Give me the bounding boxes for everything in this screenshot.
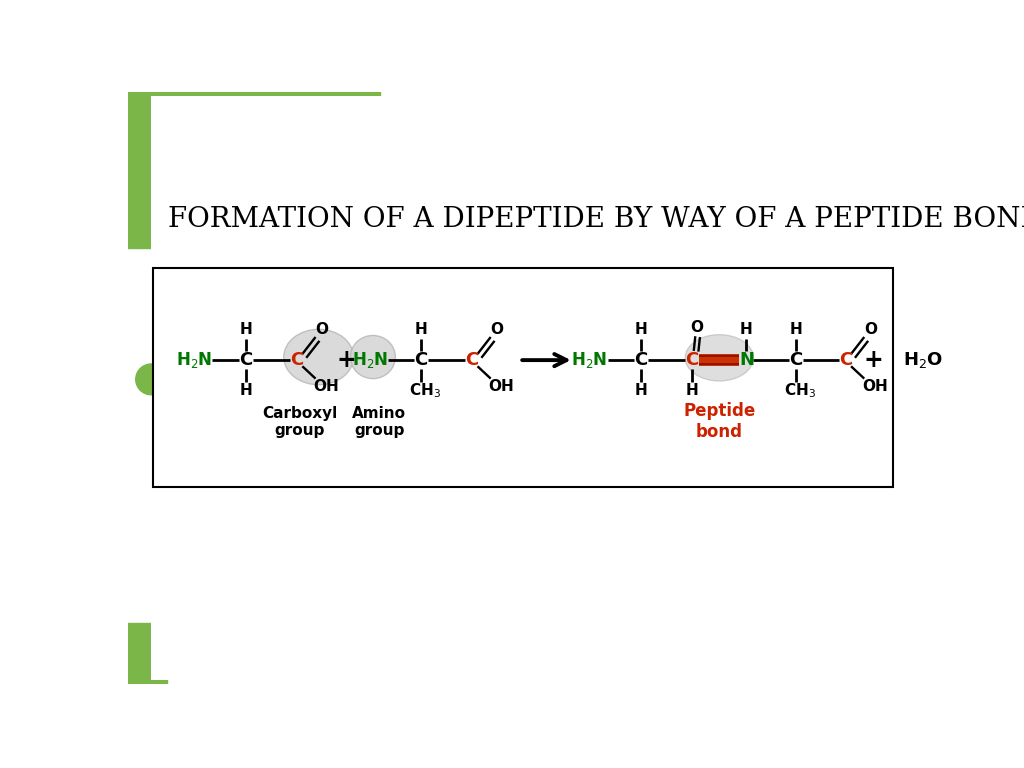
Text: H: H <box>790 322 803 337</box>
Text: OH: OH <box>488 379 514 394</box>
Text: C: C <box>240 351 253 369</box>
Text: H$_2$N: H$_2$N <box>571 350 607 370</box>
Text: C: C <box>686 351 698 369</box>
Text: H: H <box>240 383 252 399</box>
FancyArrowPatch shape <box>522 354 566 366</box>
Text: H: H <box>635 322 647 337</box>
Text: N: N <box>739 351 754 369</box>
Text: H$_2$O: H$_2$O <box>903 350 943 370</box>
Ellipse shape <box>685 335 754 381</box>
Text: H$_2$N: H$_2$N <box>351 350 388 370</box>
FancyBboxPatch shape <box>152 96 916 680</box>
Text: CH$_3$: CH$_3$ <box>409 382 440 400</box>
Text: O: O <box>690 319 703 335</box>
Text: H$_2$N: H$_2$N <box>176 350 212 370</box>
Bar <box>699 354 739 366</box>
Bar <box>128 92 167 249</box>
Text: H: H <box>240 322 252 337</box>
Text: C: C <box>790 351 803 369</box>
Text: C: C <box>466 351 479 369</box>
Bar <box>153 268 893 487</box>
Text: Carboxyl
group: Carboxyl group <box>262 406 338 438</box>
Text: C: C <box>415 351 428 369</box>
Text: O: O <box>490 322 504 337</box>
Text: C: C <box>291 351 303 369</box>
Text: Peptide
bond: Peptide bond <box>683 402 756 441</box>
Text: H: H <box>740 322 753 337</box>
Circle shape <box>136 364 167 395</box>
Text: H: H <box>415 322 427 337</box>
Text: Amino
group: Amino group <box>352 406 407 438</box>
Text: OH: OH <box>862 379 888 394</box>
Text: C: C <box>635 351 647 369</box>
Text: FORMATION OF A DIPEPTIDE BY WAY OF A PEPTIDE BOND: FORMATION OF A DIPEPTIDE BY WAY OF A PEP… <box>168 207 1024 233</box>
Text: +: + <box>863 348 884 372</box>
Text: O: O <box>864 322 877 337</box>
Ellipse shape <box>350 336 395 379</box>
Text: H: H <box>635 383 647 399</box>
Text: C: C <box>839 351 852 369</box>
Text: OH: OH <box>313 379 339 394</box>
Text: +: + <box>337 348 356 372</box>
Text: H: H <box>686 383 698 399</box>
Ellipse shape <box>284 329 353 385</box>
Bar <box>167 92 380 194</box>
Text: CH$_3$: CH$_3$ <box>784 382 816 400</box>
Text: O: O <box>315 322 329 337</box>
Bar <box>128 624 167 684</box>
